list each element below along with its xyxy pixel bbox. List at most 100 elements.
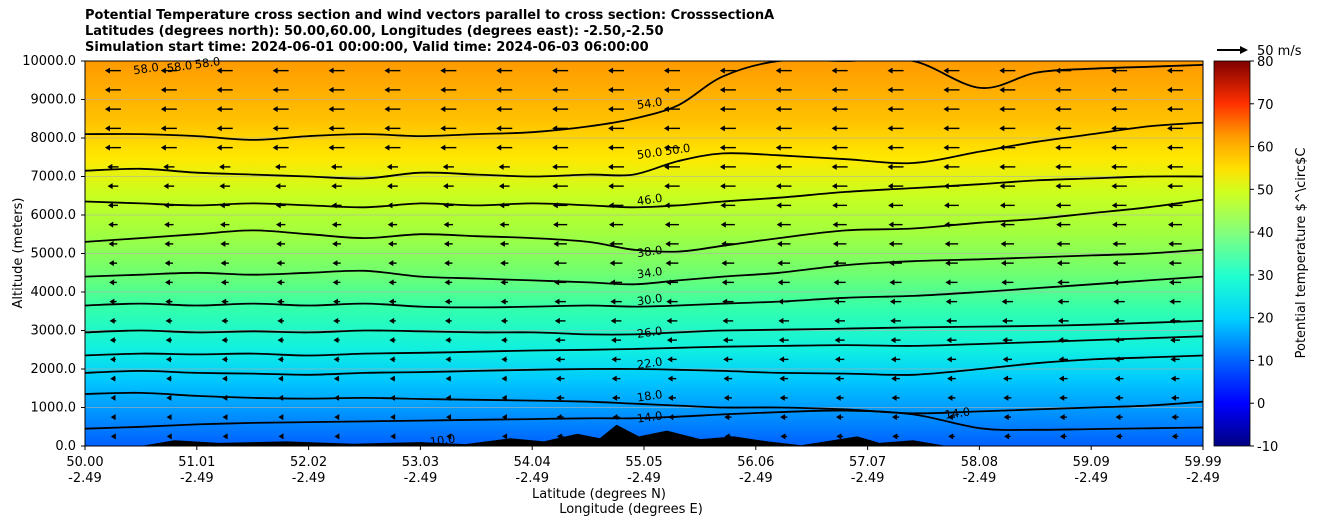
- contour-line-46: [85, 198, 1203, 253]
- wind-vector-head: [222, 394, 228, 401]
- wind-vector-head: [272, 106, 278, 113]
- wind-vector-head: [163, 163, 169, 170]
- wind-vector-head: [831, 183, 837, 190]
- wind-vector-head: [666, 298, 672, 305]
- wind-vector-head: [556, 394, 562, 401]
- wind-vector-head: [723, 394, 729, 401]
- contour-label: 54.0: [636, 95, 663, 112]
- wind-vector-head: [778, 317, 784, 324]
- contour-line-58: [85, 61, 1203, 141]
- wind-vector-head: [663, 86, 669, 93]
- wind-vector-head: [272, 144, 278, 151]
- x-tick-label: 52.02: [290, 455, 327, 470]
- wind-vector-head: [555, 375, 561, 382]
- x-tick-label-lon: -2.49: [180, 471, 214, 486]
- colorbar-tick-label: 60: [1257, 141, 1274, 156]
- wind-vector-head: [498, 183, 504, 190]
- wind-vector-head: [384, 86, 390, 93]
- wind-vector-head: [608, 202, 614, 209]
- x-tick-label: 54.04: [514, 455, 551, 470]
- wind-vector-head: [500, 260, 506, 267]
- wind-vector-head: [328, 86, 334, 93]
- wind-vector-head: [104, 125, 110, 132]
- wind-vector-head: [216, 67, 222, 74]
- wind-vector-head: [220, 221, 226, 228]
- wind-vector-head: [496, 125, 502, 132]
- wind-vector-head: [722, 337, 728, 344]
- wind-vector-head: [108, 240, 114, 247]
- wind-vector-head: [612, 433, 618, 440]
- wind-reference-label: 50 m/s: [1257, 44, 1302, 59]
- wind-vector-head: [887, 125, 893, 132]
- chart-title-line-3: Simulation start time: 2024-06-01 00:00:…: [85, 40, 649, 55]
- wind-vector-head: [609, 221, 615, 228]
- wind-vector-head: [496, 67, 502, 74]
- x-tick-label-lon: -2.49: [739, 471, 773, 486]
- wind-vector-head: [1113, 298, 1119, 305]
- wind-vector-head: [1168, 240, 1174, 247]
- wind-vector-head: [446, 414, 452, 421]
- wind-vector-head: [1055, 106, 1061, 113]
- wind-vector-head: [832, 240, 838, 247]
- wind-vector-head: [888, 240, 894, 247]
- wind-vector-head: [220, 260, 226, 267]
- wind-vector-head: [1055, 202, 1061, 209]
- wind-vector-head: [1001, 279, 1007, 286]
- wind-vector-layer: [104, 67, 1184, 440]
- wind-vector-head: [889, 279, 895, 286]
- wind-vector-head: [552, 125, 558, 132]
- colorbar-tick-label: 70: [1257, 98, 1274, 113]
- contour-label: 58.0: [166, 58, 193, 75]
- wind-vector-head: [1111, 125, 1117, 132]
- wind-vector-head: [999, 106, 1005, 113]
- wind-vector-head: [947, 394, 953, 401]
- wind-vector-head: [219, 183, 225, 190]
- contour-label: 30.0: [636, 291, 663, 308]
- contour-label: 18.0: [636, 387, 663, 404]
- wind-vector-head: [502, 433, 508, 440]
- wind-vector-head: [831, 125, 837, 132]
- wind-vector-head: [834, 317, 840, 324]
- wind-vector-head: [1003, 394, 1009, 401]
- wind-vector-head: [779, 394, 785, 401]
- wind-vector-head: [836, 433, 842, 440]
- wind-vector-head: [1004, 433, 1010, 440]
- x-tick-label-lon: -2.49: [1186, 471, 1220, 486]
- wind-vector-head: [1112, 221, 1118, 228]
- wind-vector-head: [499, 221, 505, 228]
- wind-vector-head: [832, 221, 838, 228]
- y-tick-label: 6000.0: [31, 208, 77, 223]
- wind-vector-head: [164, 260, 170, 267]
- contour-label: 50.0: [636, 145, 663, 162]
- wind-vector-head: [1111, 163, 1117, 170]
- wind-vector-head: [1056, 240, 1062, 247]
- wind-vector-head: [388, 260, 394, 267]
- wind-vector-head: [384, 106, 390, 113]
- wind-vector-head: [331, 221, 337, 228]
- wind-vector-head: [775, 163, 781, 170]
- wind-vector-head: [108, 221, 114, 228]
- wind-vector-head: [946, 337, 952, 344]
- wind-vector-head: [1055, 67, 1061, 74]
- wind-vector-head: [1055, 144, 1061, 151]
- wind-vector-head: [663, 163, 669, 170]
- colorbar-tick-label: -10: [1257, 440, 1278, 455]
- wind-vector-head: [445, 337, 451, 344]
- wind-vector-head: [723, 375, 729, 382]
- wind-vector-head: [610, 298, 616, 305]
- wind-vector-head: [1111, 86, 1117, 93]
- wind-vector-head: [222, 375, 228, 382]
- wind-vector-head: [444, 298, 450, 305]
- wind-vector-head: [719, 86, 725, 93]
- wind-vector-head: [1055, 183, 1061, 190]
- wind-vector-head: [999, 183, 1005, 190]
- wind-vector-head: [334, 394, 340, 401]
- wind-vector-head: [668, 414, 674, 421]
- contour-label: 58.0: [132, 60, 159, 77]
- contour-line-26: [85, 335, 1203, 357]
- wind-vector-head: [1167, 67, 1173, 74]
- wind-vector-head: [219, 163, 225, 170]
- wind-vector-head: [1167, 125, 1173, 132]
- wind-vector-head: [1171, 433, 1177, 440]
- x-tick-label-lon: -2.49: [292, 471, 326, 486]
